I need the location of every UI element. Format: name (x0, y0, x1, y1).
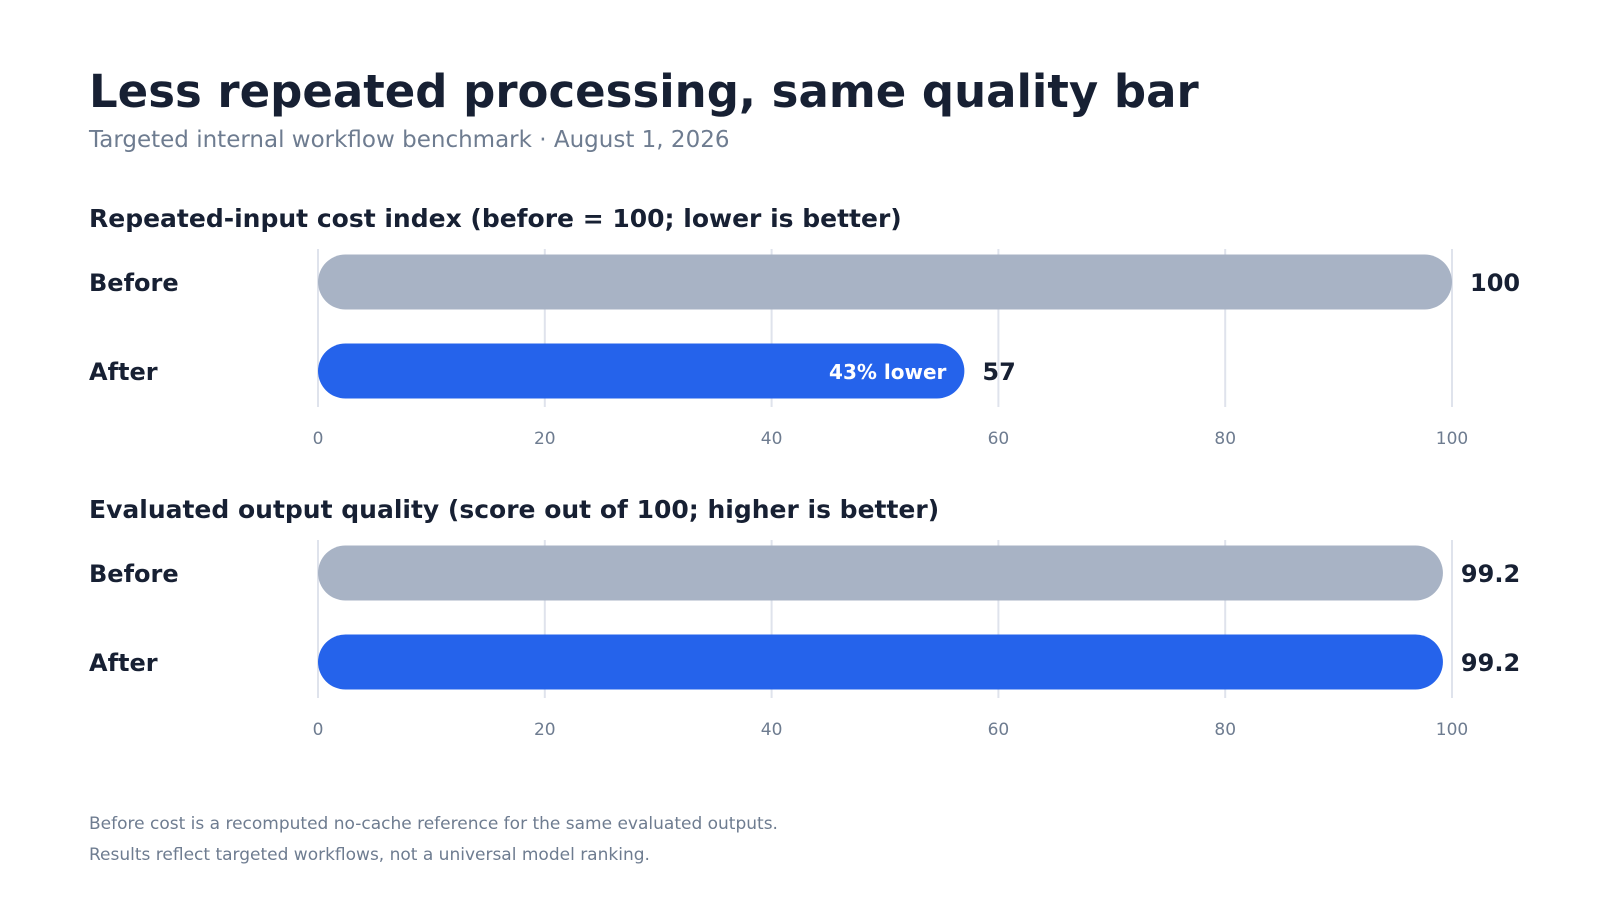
cost-index-tick-label: 100 (1436, 429, 1468, 449)
quality-bar-after (318, 634, 1443, 690)
quality-tick-label: 0 (313, 720, 324, 740)
quality-panel: Evaluated output quality (score out of 1… (89, 495, 1520, 740)
quality-tick-label: 100 (1436, 720, 1468, 740)
footnote-1: Before cost is a recomputed no-cache ref… (89, 814, 778, 834)
quality-tick-label: 40 (761, 720, 783, 740)
quality-tick-label: 20 (534, 720, 556, 740)
quality-tick-label: 60 (988, 720, 1010, 740)
cost-index-tick-label: 0 (313, 429, 324, 449)
cost-index-tick-label: 20 (534, 429, 556, 449)
footnote-2: Results reflect targeted workflows, not … (89, 845, 650, 865)
cost-index-panel: Repeated-input cost index (before = 100;… (89, 204, 1520, 449)
cost-index-category-before: Before (89, 269, 179, 297)
cost-index-bar-after (318, 343, 965, 399)
quality-title: Evaluated output quality (score out of 1… (89, 495, 939, 524)
cost-index-category-after: After (89, 358, 158, 386)
chart-subtitle: Targeted internal workflow benchmark · A… (88, 127, 729, 153)
quality-tick-label: 80 (1214, 720, 1236, 740)
cost-index-tick-label: 80 (1214, 429, 1236, 449)
cost-index-annotation: 43% lower (829, 360, 946, 384)
quality-category-after: After (89, 649, 158, 677)
cost-index-title: Repeated-input cost index (before = 100;… (89, 204, 902, 233)
cost-index-tick-label: 40 (761, 429, 783, 449)
quality-category-before: Before (89, 560, 179, 588)
quality-value-before: 99.2 (1461, 560, 1520, 588)
cost-index-value-after: 57 (982, 358, 1015, 386)
cost-index-tick-label: 60 (988, 429, 1010, 449)
chart-title: Less repeated processing, same quality b… (89, 65, 1199, 118)
chart-panels: Repeated-input cost index (before = 100;… (89, 204, 1520, 740)
quality-bar-before (318, 545, 1443, 601)
cost-index-value-before: 100 (1470, 269, 1520, 297)
quality-value-after: 99.2 (1461, 649, 1520, 677)
cost-index-bar-before (318, 254, 1452, 310)
